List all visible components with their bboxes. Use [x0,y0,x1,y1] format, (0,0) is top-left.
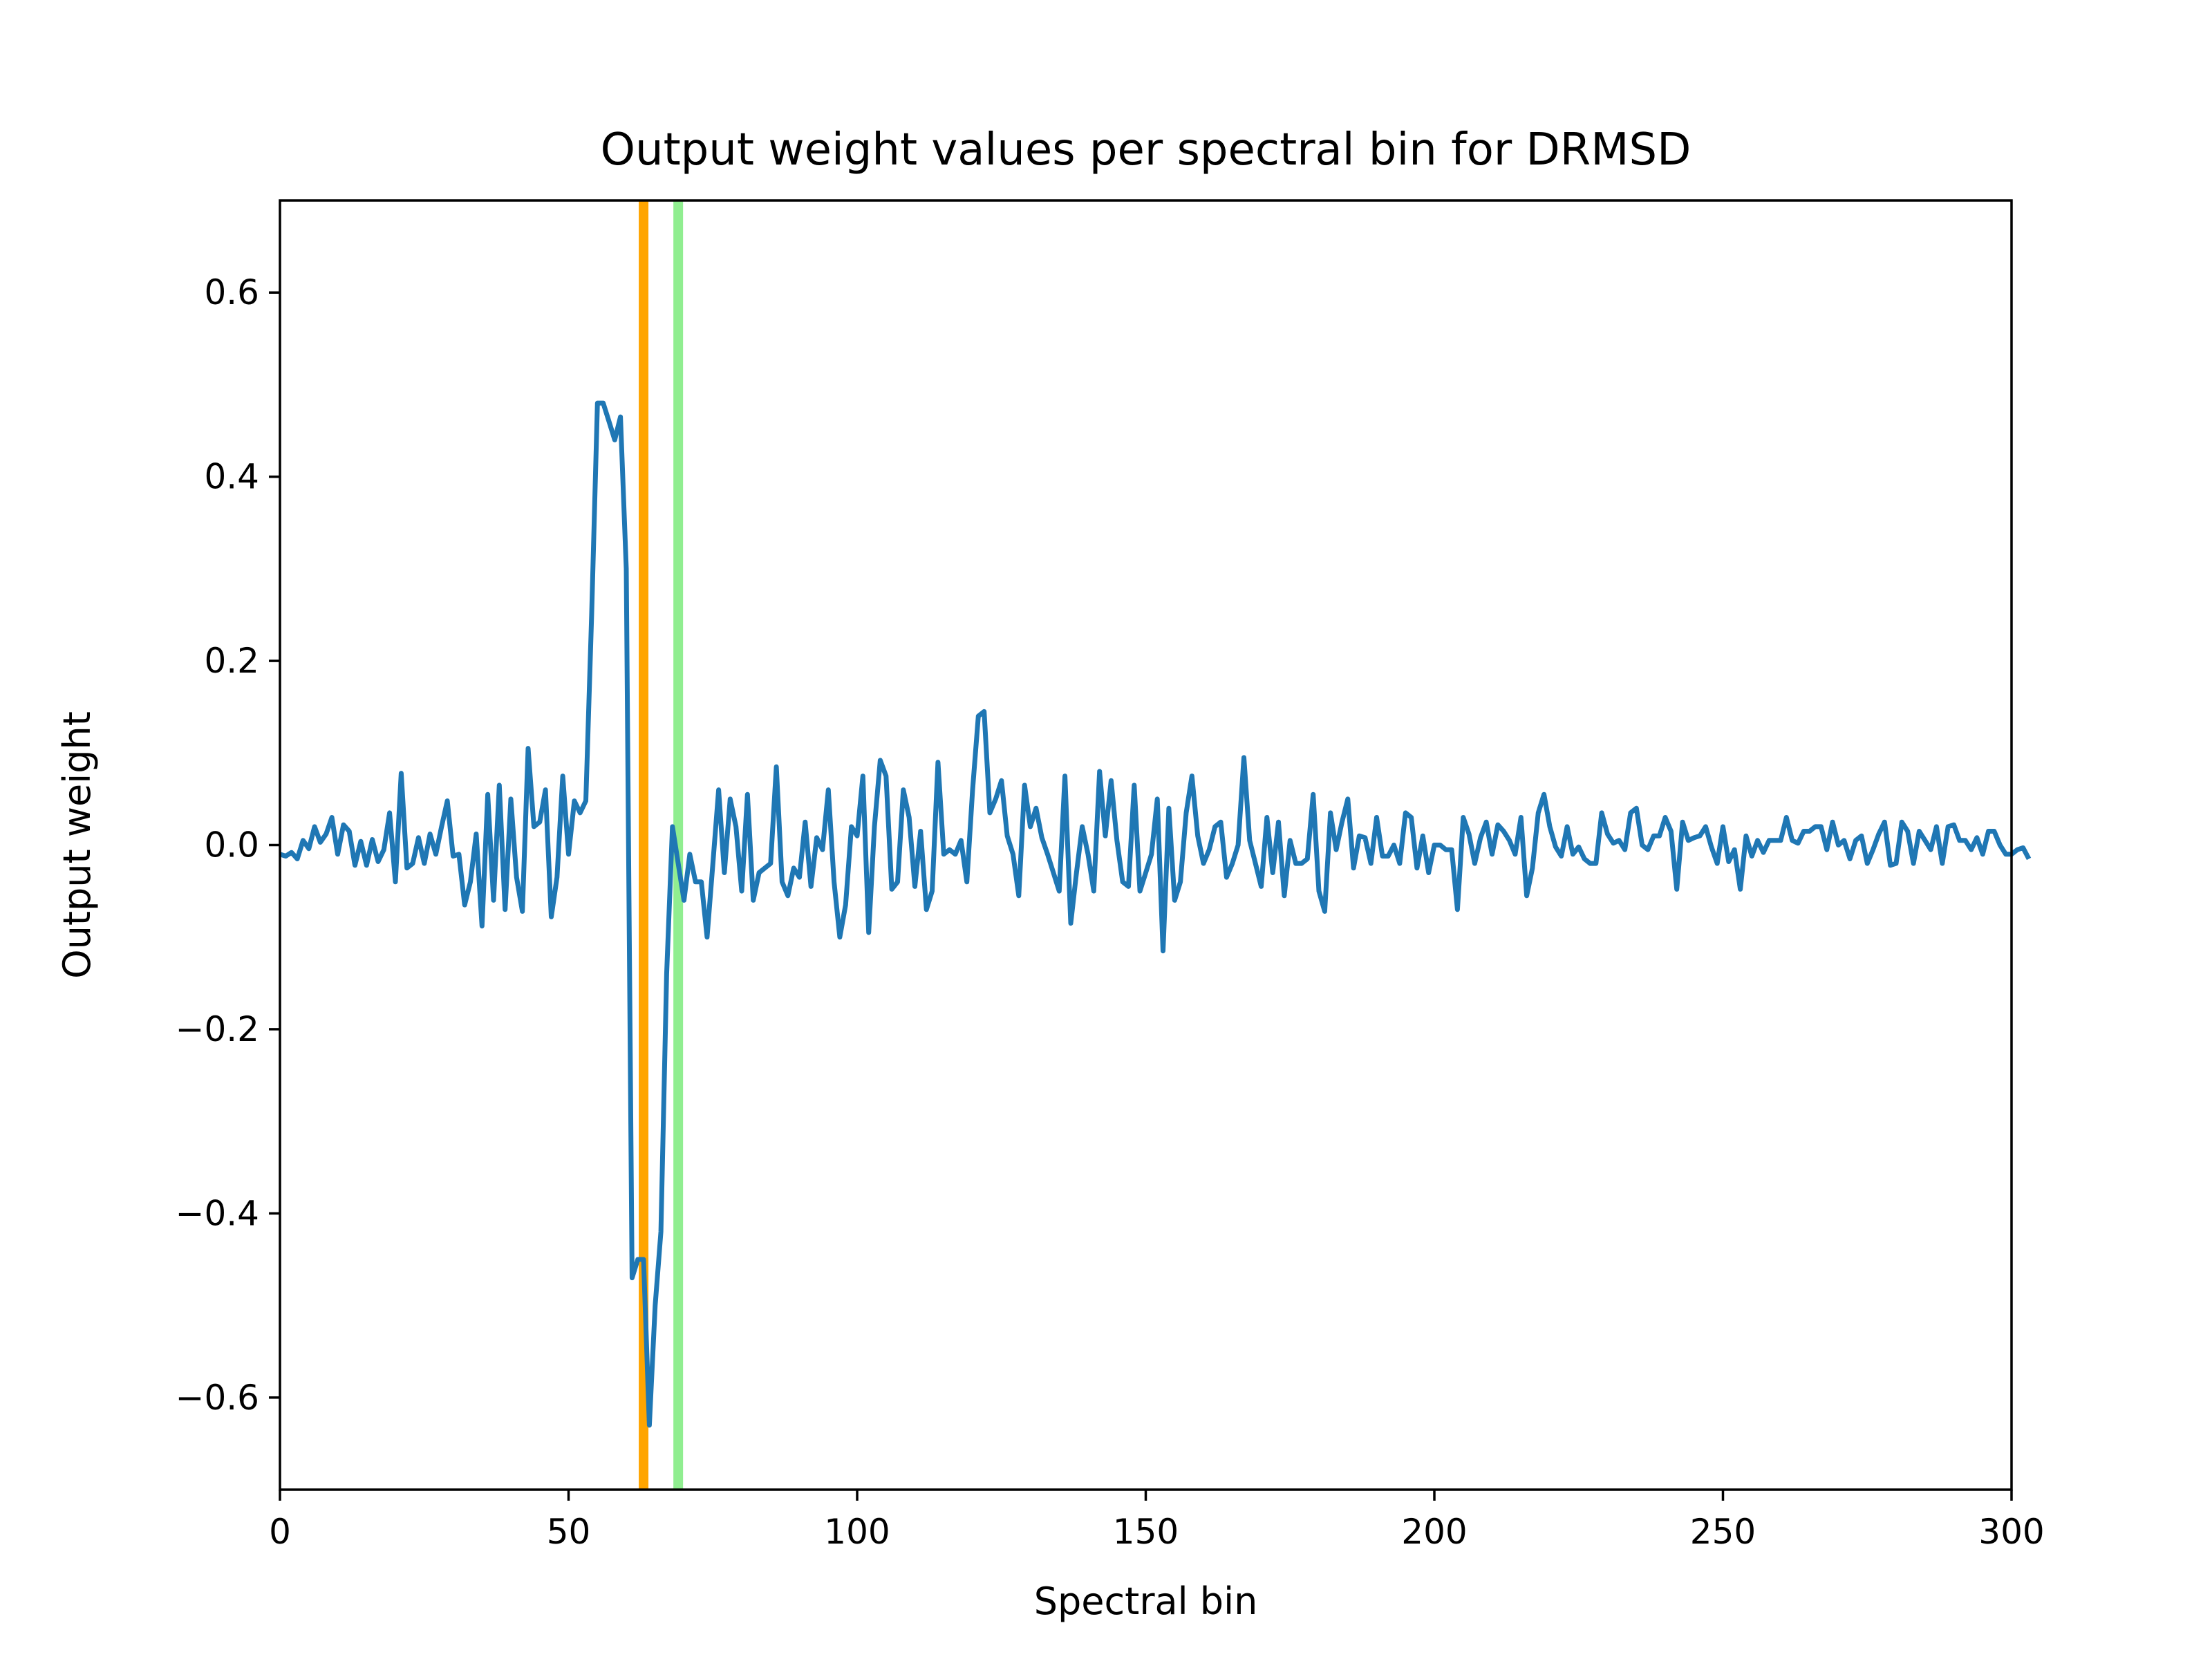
y-tick-label: 0.2 [204,641,259,681]
y-tick-label: −0.4 [176,1193,259,1233]
x-tick-label: 50 [547,1512,591,1552]
x-tick-label: 150 [1113,1512,1179,1552]
y-tick-label: 0.4 [204,457,259,497]
y-tick-label: 0.0 [204,825,259,865]
x-tick-label: 250 [1690,1512,1756,1552]
x-tick-label: 100 [824,1512,890,1552]
x-tick-label: 0 [269,1512,291,1552]
x-tick-label: 200 [1401,1512,1467,1552]
plot-area [280,200,2012,1490]
series-line-1 [279,400,2032,1428]
chart-title: Output weight values per spectral bin fo… [601,124,1691,176]
y-axis-label: Output weight [55,711,99,979]
y-tick-label: 0.6 [204,272,259,312]
y-axis-ticks: 0.6 0.4 0.2 0.0 −0.2 −0.4 −0.6 [176,272,280,1418]
series-layer [279,400,2032,1428]
x-tick-label: 300 [1978,1512,2044,1552]
x-axis-ticks: 0 50 100 150 200 250 300 [269,1490,2045,1552]
y-tick-label: −0.2 [176,1009,259,1049]
x-axis-label: Spectral bin [1034,1580,1258,1623]
y-tick-label: −0.6 [176,1378,259,1418]
